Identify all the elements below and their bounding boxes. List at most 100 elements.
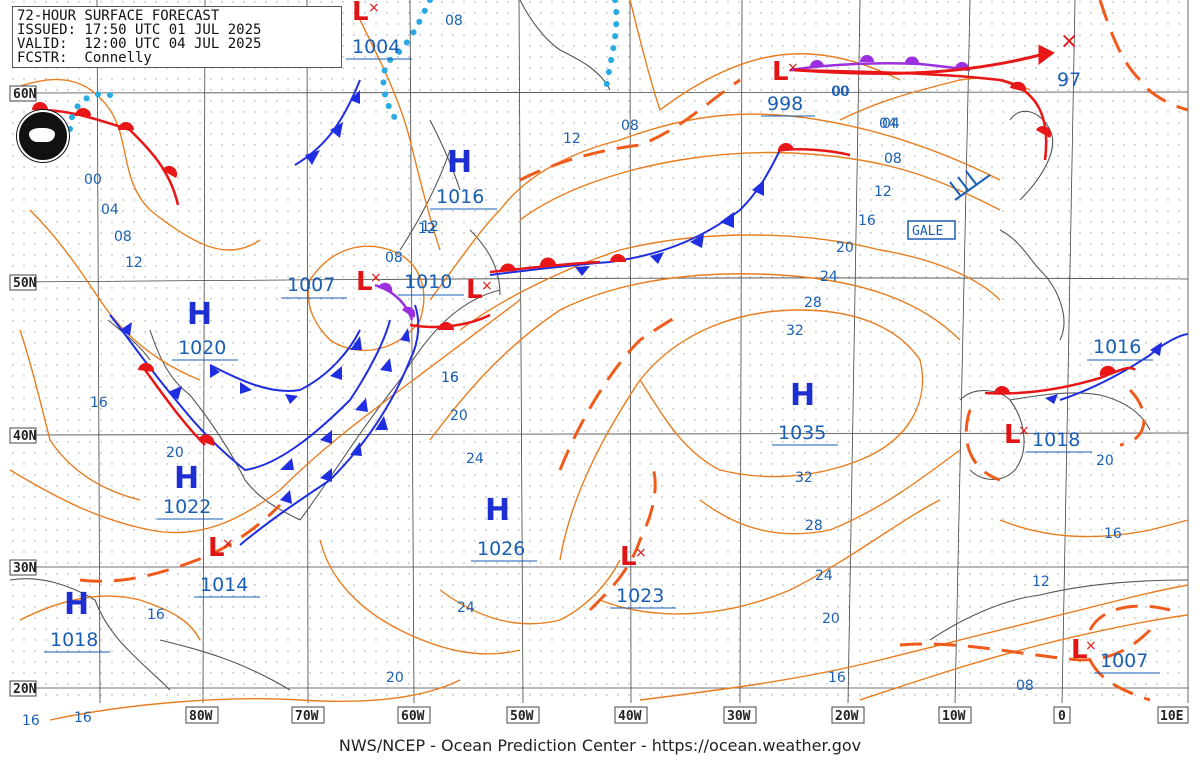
ice-edge xyxy=(67,0,620,133)
isobar-label: 16 xyxy=(74,710,92,726)
isobar-label: 04 xyxy=(101,202,119,218)
longitude-labels: 80W 70W 60W 50W 40W 30W 20W 10W 0 10E xyxy=(185,706,1189,724)
isobar-label: 32 xyxy=(786,323,804,339)
svg-text:×: × xyxy=(787,60,799,76)
coastlines xyxy=(9,0,1189,691)
low-center: L× 1010 xyxy=(398,271,493,305)
isobar-label: 04 xyxy=(882,116,900,132)
svg-text:1007: 1007 xyxy=(287,274,335,296)
isobar-label: 20 xyxy=(386,670,404,686)
isobar-label: 00 xyxy=(832,84,850,100)
isobar-label: 16 xyxy=(441,370,459,386)
warm-front-bumps xyxy=(32,81,1116,446)
svg-text:1035: 1035 xyxy=(778,422,826,444)
svg-text:L: L xyxy=(620,542,637,572)
issued-time: ISSUED: 17:50 UTC 01 JUL 2025 xyxy=(17,22,262,38)
low-center: L× 1014 xyxy=(194,533,260,598)
lon-label-70w: 70W xyxy=(295,709,319,724)
high-center: H 1018 xyxy=(44,587,110,653)
isobar-label: 28 xyxy=(804,295,822,311)
isobar-label: 12 xyxy=(1032,574,1050,590)
isobar-labels: 08 12 00 04 08 12 16 20 24 28 32 32 28 2… xyxy=(22,13,1122,729)
isobar-label: 12 xyxy=(421,219,439,235)
svg-text:1026: 1026 xyxy=(477,538,525,560)
svg-text:1023: 1023 xyxy=(616,585,664,607)
isobar-label: 16 xyxy=(90,395,108,411)
high-center: H 1016 xyxy=(430,145,497,210)
svg-text:H: H xyxy=(64,587,89,622)
isobar-label: 12 xyxy=(418,221,436,237)
forecast-title: 72-HOUR SURFACE FORECAST xyxy=(17,8,220,24)
lon-label-40w: 40W xyxy=(618,709,642,724)
lat-label-30: 30N xyxy=(13,561,37,576)
cold-front-barbs xyxy=(120,90,1162,504)
gale-label: GALE xyxy=(912,224,943,239)
high-center: H 1020 xyxy=(172,297,238,361)
low-center: L× 1018 xyxy=(1004,420,1092,453)
lon-label-80w: 80W xyxy=(189,709,213,724)
lon-label-10e: 10E xyxy=(1160,709,1183,724)
svg-text:L: L xyxy=(1071,635,1088,665)
isobar-label: 00 xyxy=(831,84,849,100)
lon-label-50w: 50W xyxy=(510,709,534,724)
pressure-label-97: 97 xyxy=(1057,69,1081,91)
storm-track xyxy=(794,44,1055,76)
isobar-label: 00 xyxy=(84,172,102,188)
svg-text:×: × xyxy=(370,270,382,286)
valid-time: VALID: 12:00 UTC 04 JUL 2025 xyxy=(17,36,262,52)
grid-dots xyxy=(10,0,1188,703)
svg-text:1014: 1014 xyxy=(200,574,248,596)
isobar-label: 08 xyxy=(385,250,403,266)
lat-label-50: 50N xyxy=(13,276,37,291)
isobar-label: 16 xyxy=(22,713,40,729)
isobar-label: 08 xyxy=(114,229,132,245)
svg-text:×: × xyxy=(1018,423,1030,439)
svg-text:L: L xyxy=(466,275,483,305)
lat-label-20: 20N xyxy=(13,682,37,697)
svg-text:×: × xyxy=(368,0,380,16)
isobar-label: 16 xyxy=(1104,526,1122,542)
lon-label-10w: 10W xyxy=(942,709,966,724)
svg-text:L: L xyxy=(208,533,225,563)
isobar-label: 12 xyxy=(125,255,143,271)
isobar-label: 16 xyxy=(858,213,876,229)
svg-text:H: H xyxy=(485,493,510,528)
svg-text:L: L xyxy=(772,57,789,87)
forecast-header: 72-HOUR SURFACE FORECAST ISSUED: 17:50 UT… xyxy=(12,6,342,68)
low-center: L× 1023 xyxy=(610,542,676,609)
isobar-label: 24 xyxy=(466,451,484,467)
svg-text:998: 998 xyxy=(767,93,803,115)
isobar-label: 20 xyxy=(822,611,840,627)
high-center: H 1035 xyxy=(772,378,838,446)
latitude-labels: 60N 50N 40N 30N 20N xyxy=(9,85,37,697)
isobar-label: 20 xyxy=(166,445,184,461)
svg-text:×: × xyxy=(481,278,493,294)
svg-text:1018: 1018 xyxy=(50,629,98,651)
svg-text:1007: 1007 xyxy=(1100,650,1148,672)
credit-line: NWS/NCEP - Ocean Prediction Center - htt… xyxy=(338,736,862,755)
lon-label-60w: 60W xyxy=(401,709,425,724)
isobar-label: 12 xyxy=(874,184,892,200)
isobar-label: 08 xyxy=(621,118,639,134)
lon-label-20w: 20W xyxy=(835,709,859,724)
lon-label-0: 0 xyxy=(1058,709,1066,724)
svg-text:1018: 1018 xyxy=(1032,429,1080,451)
svg-text:H: H xyxy=(174,461,199,496)
svg-text:×: × xyxy=(1085,638,1097,654)
gale-warning: GALE xyxy=(907,220,956,240)
low-cross-marker: × xyxy=(1060,29,1078,54)
svg-text:L: L xyxy=(356,267,373,297)
svg-text:H: H xyxy=(790,378,815,413)
low-center: L× 1007 xyxy=(281,267,382,299)
isobar-label: 24 xyxy=(815,568,833,584)
lat-label-60: 60N xyxy=(13,87,37,102)
noaa-logo-icon xyxy=(17,110,69,162)
isobar-label: 16 xyxy=(828,670,846,686)
svg-text:L: L xyxy=(1004,420,1021,450)
isobar-label: 16 xyxy=(441,370,459,386)
isobar-label: 08 xyxy=(445,13,463,29)
svg-text:×: × xyxy=(635,545,647,561)
